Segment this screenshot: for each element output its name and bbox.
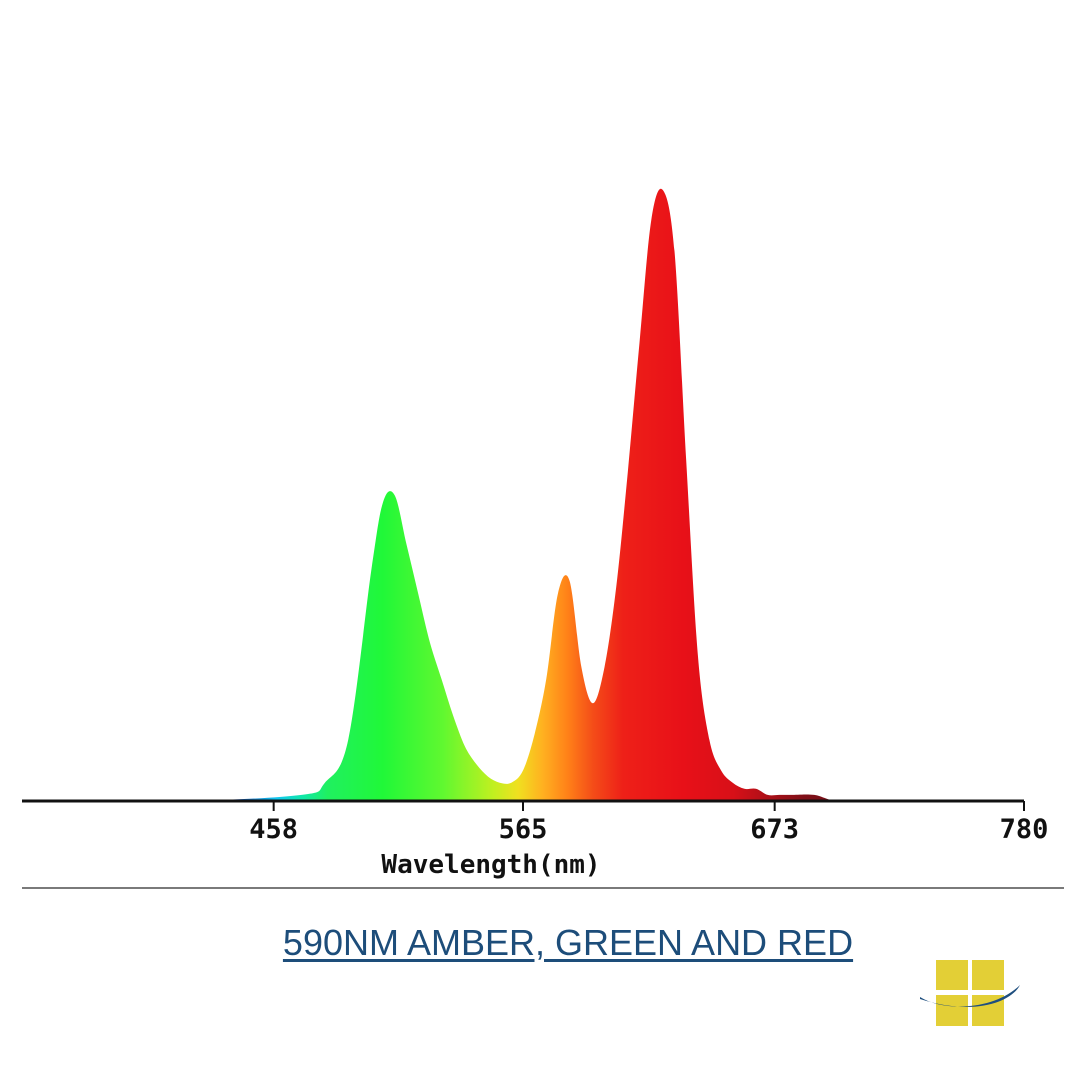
- x-axis-title: Wavelength(nm): [381, 850, 600, 880]
- x-tick-label: 458: [249, 814, 298, 845]
- x-tick-label: 673: [750, 814, 799, 845]
- x-tick-label: 780: [1000, 814, 1049, 845]
- window-swoosh-logo-icon: [920, 960, 1020, 1026]
- caption-link[interactable]: 590NM AMBER, GREEN AND RED: [282, 922, 854, 963]
- x-tick-label: 565: [499, 814, 548, 845]
- spectrum-area-series-0: [22, 188, 1024, 802]
- chart-plot-area: 458 565 673 780: [22, 188, 1049, 845]
- section-divider: [22, 887, 1064, 889]
